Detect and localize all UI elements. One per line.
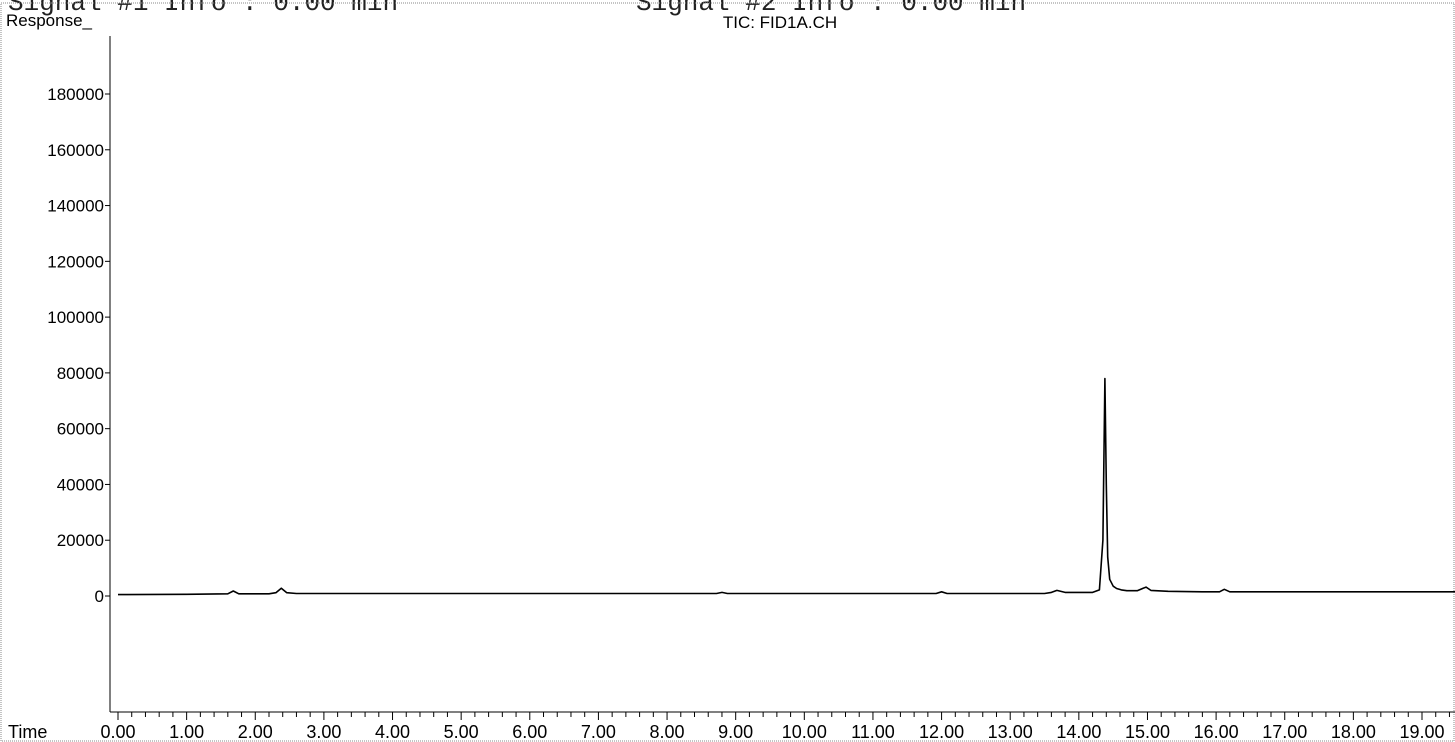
x-tick-label: 7.00 xyxy=(581,722,616,742)
y-tick-label: 60000 xyxy=(57,420,104,439)
x-tick-label: 19.00 xyxy=(1399,722,1444,742)
x-axis-ticks: 0.00 1.00 2.00 3.00 4.00 5.00 6.00 7.00 8.00 9.00… xyxy=(100,712,1450,742)
y-tick-label: 40000 xyxy=(57,475,104,494)
x-tick-label: 8.00 xyxy=(650,722,685,742)
x-tick-label: 11.00 xyxy=(851,722,895,742)
series-layer xyxy=(117,377,1455,596)
x-tick-label: 1.00 xyxy=(169,722,204,742)
y-tick-label: 180000 xyxy=(47,85,104,104)
x-tick-label: 16.00 xyxy=(1194,722,1239,742)
x-tick-label: 6.00 xyxy=(512,722,547,742)
y-axis-label: Response_ xyxy=(6,11,93,30)
x-tick-label: 9.00 xyxy=(718,722,753,742)
y-tick-label: 160000 xyxy=(47,141,104,160)
y-tick-label: 20000 xyxy=(57,531,104,550)
x-tick-label: 13.00 xyxy=(988,722,1033,742)
tic-series-line xyxy=(117,377,1455,596)
x-tick-label: 12.00 xyxy=(919,722,964,742)
x-tick-label: 17.00 xyxy=(1262,722,1307,742)
x-tick-label: 14.00 xyxy=(1056,722,1101,742)
x-tick-label: 5.00 xyxy=(444,722,479,742)
y-tick-label: 80000 xyxy=(57,364,104,383)
signal-1-info-fragment: Signal #1 Info : 0.00 min xyxy=(8,0,398,18)
x-tick-label: 10.00 xyxy=(782,722,827,742)
x-tick-label: 15.00 xyxy=(1125,722,1170,742)
x-axis-label: Time xyxy=(8,722,47,742)
x-tick-label: 2.00 xyxy=(238,722,273,742)
chart-title: TIC: FID1A.CH xyxy=(723,13,837,32)
y-tick-label: 140000 xyxy=(47,197,104,216)
x-tick-label: 4.00 xyxy=(375,722,410,742)
signal-2-info-fragment: Signal #2 Info : 0.00 min xyxy=(636,0,1026,18)
x-tick-label: 3.00 xyxy=(306,722,341,742)
y-tick-label: 0 xyxy=(95,587,104,606)
y-tick-label: 100000 xyxy=(47,308,104,327)
x-tick-label: 18.00 xyxy=(1331,722,1376,742)
y-axis-ticks: 0 20000 40000 60000 80000 100000 120000 140000 1… xyxy=(47,85,110,606)
x-tick-label: 0.00 xyxy=(100,722,135,742)
y-tick-label: 120000 xyxy=(47,252,104,271)
